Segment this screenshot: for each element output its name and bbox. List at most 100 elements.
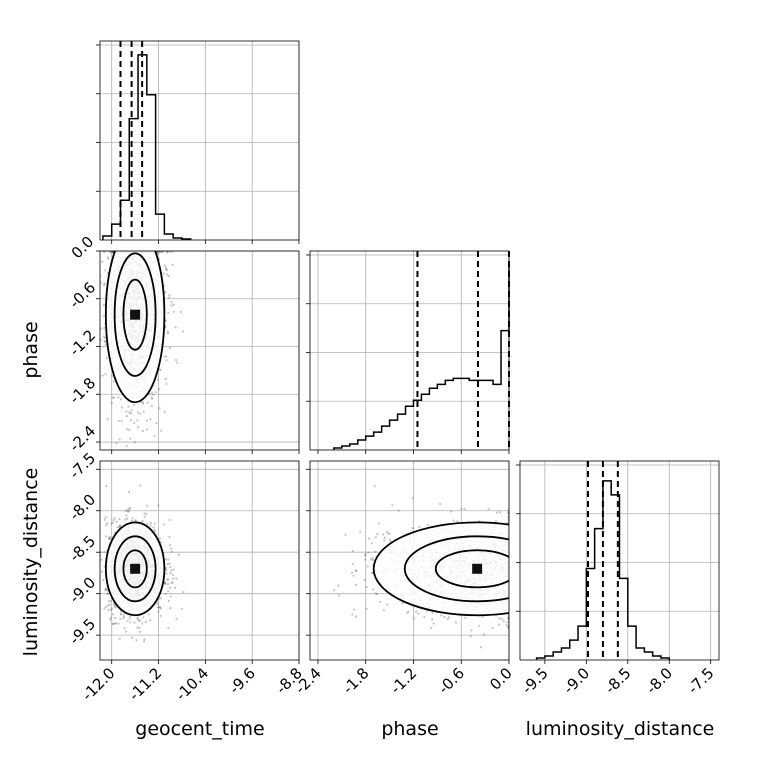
lumdist-geocent-sample [106, 592, 109, 595]
lumdist-geocent-sample [124, 510, 127, 513]
lumdist-phase-contour-0 [372, 521, 509, 617]
lumdist-geocent-sample [106, 604, 109, 607]
phase-geocent-sample [166, 332, 170, 335]
lumdist-geocent-sample [170, 569, 173, 572]
lumdist-phase-contour-1 [403, 535, 509, 603]
lumdist-geocent-sample [163, 582, 167, 585]
lumdist-geocent-sample [114, 622, 117, 625]
lumdist-phase-sample [369, 558, 373, 561]
lumdist-geocent-sample [112, 519, 115, 522]
lumdist-phase-sample [386, 603, 389, 606]
lumdist-geocent-sample [167, 558, 170, 561]
phase-geocent-sample [92, 269, 94, 271]
lumdist-phase-sample [373, 484, 376, 488]
phase-geocent-sample [129, 437, 132, 440]
luminosity-distance-x-axis-label: luminosity_distance [526, 718, 715, 740]
lumdist-geocent-sample [171, 581, 174, 584]
lumdist-geocent-sample [85, 519, 87, 521]
phase-geocent-sample [102, 314, 105, 317]
lumdist-geocent-plot-area [85, 484, 185, 643]
lumdist-geocent-sample [165, 569, 168, 572]
lumdist-geocent-sample [144, 620, 147, 624]
lumdist-phase-contour-2 [434, 549, 509, 589]
phase-geocent-sample [111, 251, 114, 253]
lumdist-geocent-sample [164, 558, 168, 561]
phase-geocent-sample [117, 461, 119, 463]
phase-geocent-sample [165, 382, 168, 386]
phase-hist-frame [309, 250, 510, 451]
lumdist-phase-sample [352, 574, 355, 577]
phase-geocent-sample [100, 281, 102, 284]
lumdist-geocent-sample [166, 582, 170, 586]
lumdist-phase-sample [481, 615, 485, 618]
phase-geocent-sample [163, 410, 166, 413]
lumdist-geocent-contour-1 [113, 535, 157, 603]
lumdist-geocent-sample [100, 558, 103, 562]
phase-geocent-sample [125, 444, 128, 448]
phase-geocent-sample [103, 336, 107, 339]
phase-geocent-sample [102, 251, 106, 253]
lumdist-geocent-sample [116, 526, 119, 529]
phase-geocent-contour-1 [113, 252, 157, 377]
lumdist-phase-sample [401, 602, 404, 605]
lumdist-geocent-sample [108, 537, 111, 540]
lumdist-geocent-sample [93, 572, 95, 574]
lumdist-phase-sample [364, 554, 367, 557]
phase-geocent-sample [128, 428, 131, 431]
xtick-label-geocent_time-1: -11.2 [125, 664, 165, 704]
lumdist-phase-sample [351, 563, 354, 566]
xtick-label-luminosity_distance-1: -9.0 [560, 664, 593, 697]
phase-geocent-sample [163, 355, 166, 358]
lumdist-geocent-sample [104, 588, 107, 591]
lumdist-geocent-sample [111, 613, 115, 616]
lumdist-geocent-sample [138, 626, 141, 630]
lumdist-geocent-sample [153, 530, 157, 533]
lumdist-phase-sample [337, 594, 340, 597]
lumdist-geocent-sample [152, 526, 155, 529]
lumdist-geocent-sample [171, 573, 174, 576]
lumdist-phase-sample [359, 530, 362, 533]
lumdist-geocent-peak [130, 563, 141, 574]
xtick-label-geocent_time-2: -10.4 [172, 664, 212, 704]
lumdist-geocent-sample [114, 606, 117, 609]
phase-geocent-sample [100, 327, 102, 330]
lumdist-phase-sample [370, 571, 374, 575]
lumdist-geocent-sample [126, 517, 129, 520]
lumdist-geocent-sample [145, 512, 148, 516]
lumdist-geocent-sample [93, 599, 95, 601]
lumdist-geocent-sample [126, 619, 129, 622]
ytick-label-luminosity_distance-4: -7.5 [66, 449, 99, 482]
phase-geocent-sample [172, 310, 175, 313]
ytick-label-phase-0: -2.4 [66, 422, 99, 455]
lumdist-geocent-sample [180, 607, 183, 610]
phase-geocent-sample [102, 335, 106, 338]
phase-geocent-sample [133, 421, 136, 424]
phase-geocent-sample [111, 396, 114, 399]
phase-geocent-sample [158, 407, 161, 410]
phase-geocent-sample [154, 391, 157, 394]
lumdist-geocent-sample [163, 581, 167, 584]
lumdist-phase-sample [353, 608, 356, 611]
phase-axis-label: phase [20, 321, 42, 378]
xtick-label-luminosity_distance-3: -8.0 [643, 664, 676, 697]
phase-geocent-sample [166, 251, 169, 253]
lumdist-geocent-sample [122, 615, 126, 619]
phase-geocent-sample [160, 251, 163, 253]
phase-geocent-sample [110, 251, 113, 254]
lumdist-phase-sample [406, 611, 409, 614]
lumdist-geocent-sample [165, 578, 169, 581]
phase-geocent-contour-2 [122, 278, 148, 351]
lumdist-geocent-sample [149, 619, 152, 622]
lumdist-geocent-sample [137, 619, 140, 623]
lumdist-geocent-sample [164, 567, 168, 570]
lumdist-geocent-sample [118, 637, 121, 640]
lumdist-geocent-sample [143, 638, 146, 641]
lumdist-phase-sample [351, 613, 354, 616]
lumdist-phase-sample [498, 511, 502, 514]
lumdist-geocent-sample [108, 535, 112, 538]
lumdist-geocent-sample [104, 605, 107, 608]
lumdist-phase-sample [423, 615, 426, 619]
lumdist-geocent-sample [170, 581, 173, 585]
phase-geocent-sample [105, 356, 108, 360]
